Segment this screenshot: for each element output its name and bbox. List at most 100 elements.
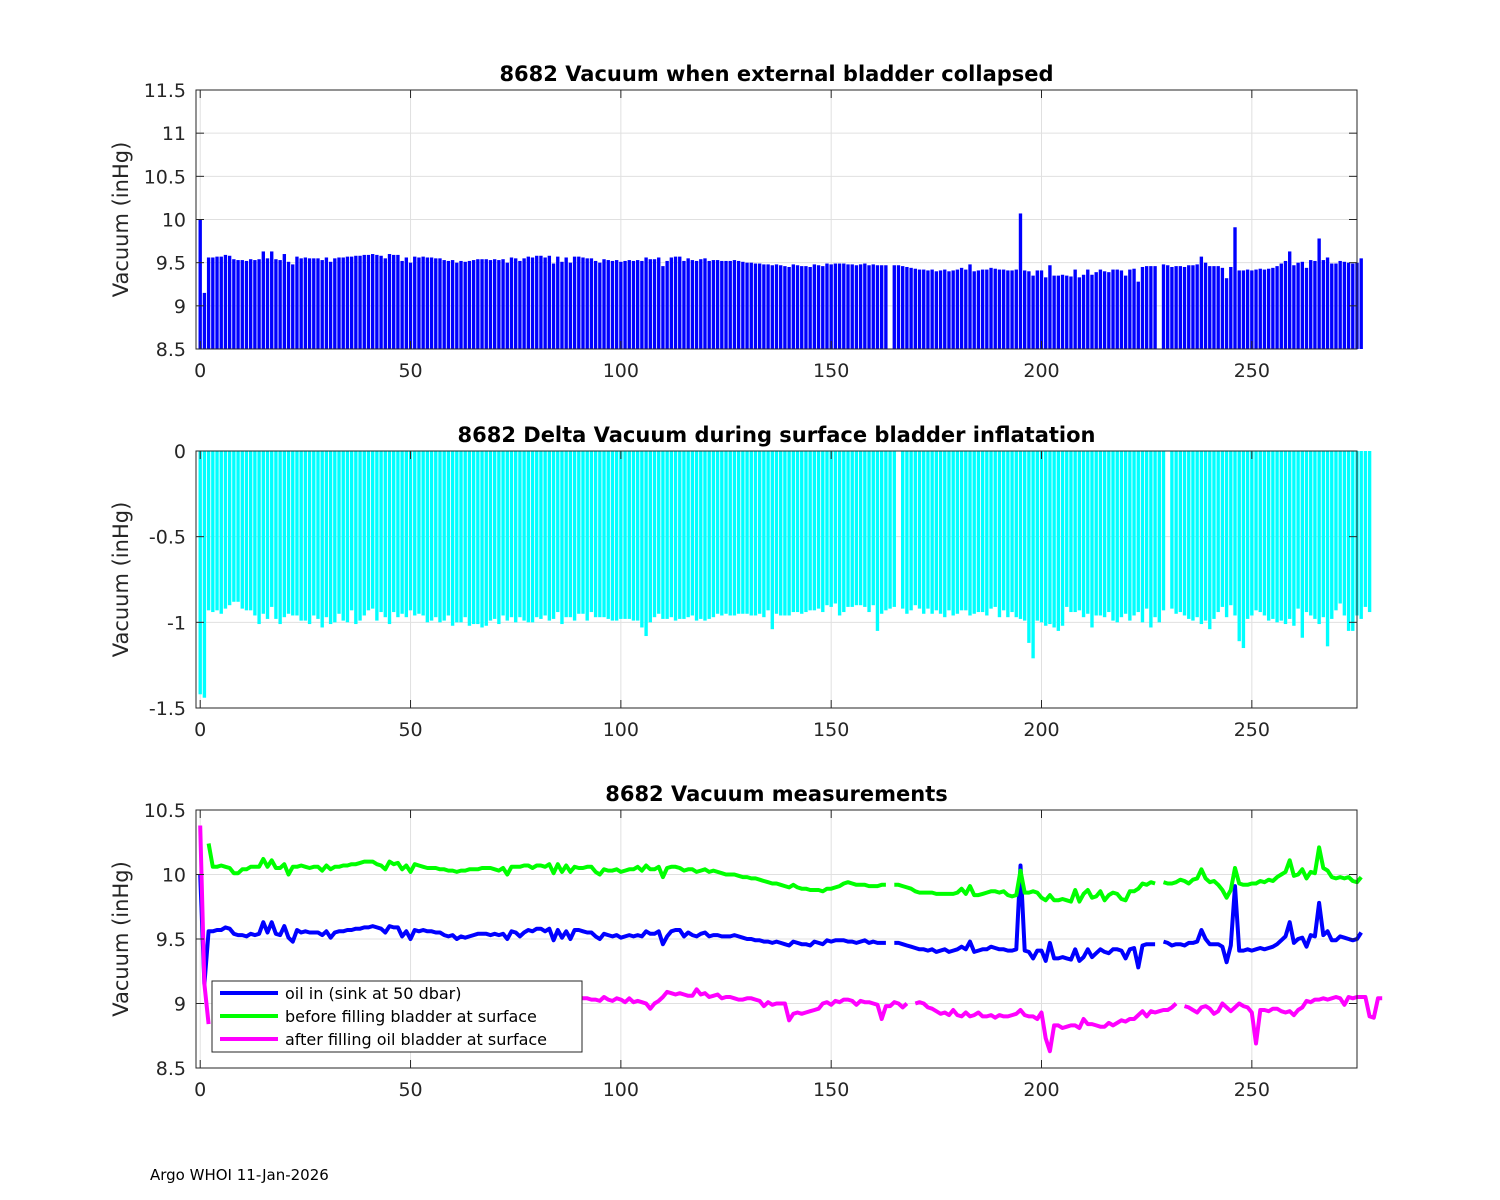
- bar: [1288, 451, 1292, 619]
- bar: [623, 451, 627, 619]
- data-marks: [198, 825, 1383, 1054]
- chart-2: 0 50 100 150 200 250 -1.5 -1 -0.5 0 8682 Delta Vac…: [109, 423, 1372, 741]
- bar: [669, 257, 674, 349]
- bar: [610, 451, 615, 621]
- bar: [539, 451, 543, 619]
- bar: [375, 254, 379, 349]
- bar: [244, 260, 249, 349]
- bar: [854, 451, 859, 606]
- bar: [438, 258, 442, 349]
- bar: [1245, 269, 1250, 349]
- bar: [1338, 451, 1342, 604]
- bar: [816, 451, 821, 609]
- bar: [1132, 268, 1136, 349]
- bar: [345, 451, 350, 623]
- bar: [943, 451, 947, 618]
- bar: [316, 258, 320, 349]
- bar: [379, 255, 383, 349]
- bar: [1174, 266, 1178, 349]
- bar: [1090, 451, 1094, 628]
- y-tick-label: 9.5: [156, 929, 186, 951]
- bar: [1309, 451, 1313, 616]
- bar: [879, 265, 884, 349]
- bar: [1014, 269, 1018, 349]
- bar: [568, 451, 573, 618]
- bar: [278, 451, 282, 625]
- bar: [295, 451, 299, 616]
- y-axis-label: Vacuum (inHg): [109, 502, 133, 658]
- bar: [316, 451, 320, 619]
- bar: [1300, 451, 1304, 638]
- bar: [299, 451, 303, 621]
- bar: [774, 264, 779, 349]
- x-tick-label: 100: [603, 719, 639, 741]
- bar: [1010, 451, 1014, 613]
- bar: [1271, 451, 1275, 619]
- bar: [202, 451, 207, 698]
- bar: [236, 451, 240, 602]
- bar: [631, 451, 636, 621]
- x-tick-label: 0: [194, 360, 206, 382]
- bar: [598, 451, 602, 618]
- y-tick-label: 11: [162, 123, 186, 145]
- bar: [358, 451, 362, 621]
- bar: [370, 451, 375, 609]
- bar: [930, 451, 934, 614]
- bar: [518, 260, 522, 349]
- bar: [619, 261, 623, 349]
- bar: [1001, 269, 1006, 349]
- bar: [1178, 266, 1183, 349]
- bar: [1140, 266, 1145, 349]
- bar: [341, 257, 345, 349]
- bar: [1208, 451, 1212, 630]
- bar: [333, 258, 337, 349]
- bar: [1098, 269, 1103, 349]
- bar: [471, 451, 476, 625]
- bar: [219, 451, 223, 614]
- bar: [362, 254, 366, 349]
- bar: [1111, 451, 1115, 621]
- bar: [1182, 451, 1187, 616]
- bar: [286, 451, 291, 614]
- bar: [1321, 260, 1326, 349]
- bar: [1044, 277, 1048, 349]
- x-tick-label: 250: [1234, 1079, 1270, 1101]
- bar: [1351, 451, 1355, 631]
- bar: [661, 266, 665, 349]
- bar: [1199, 256, 1204, 349]
- bar: [1237, 451, 1241, 642]
- data-marks: [198, 213, 1363, 349]
- y-tick-label: -0.5: [149, 527, 186, 549]
- bar: [1060, 274, 1065, 349]
- bar: [1023, 270, 1027, 349]
- bar: [337, 451, 341, 614]
- bar: [795, 265, 800, 349]
- bar: [463, 261, 467, 349]
- bar: [223, 451, 228, 609]
- bar: [392, 254, 396, 349]
- bar: [690, 451, 695, 616]
- bar: [980, 269, 985, 349]
- legend-entry: after filling oil bladder at surface: [285, 1030, 547, 1049]
- bar: [387, 254, 392, 349]
- bar: [450, 260, 455, 349]
- x-tick-label: 150: [813, 360, 849, 382]
- bar: [1144, 451, 1149, 609]
- bar: [328, 261, 333, 349]
- bar: [1245, 451, 1250, 619]
- bar: [413, 256, 417, 349]
- bar: [800, 451, 804, 614]
- bar: [606, 260, 610, 349]
- bar: [543, 451, 547, 616]
- bar: [791, 451, 796, 613]
- bar: [922, 451, 926, 614]
- bar: [1330, 451, 1334, 619]
- bar: [703, 258, 707, 349]
- bar: [282, 451, 287, 618]
- bar: [741, 261, 745, 349]
- y-tick-label: 0: [174, 441, 186, 463]
- bar: [1102, 451, 1107, 618]
- bar: [968, 264, 972, 349]
- bar: [484, 259, 488, 349]
- bar: [1128, 451, 1132, 621]
